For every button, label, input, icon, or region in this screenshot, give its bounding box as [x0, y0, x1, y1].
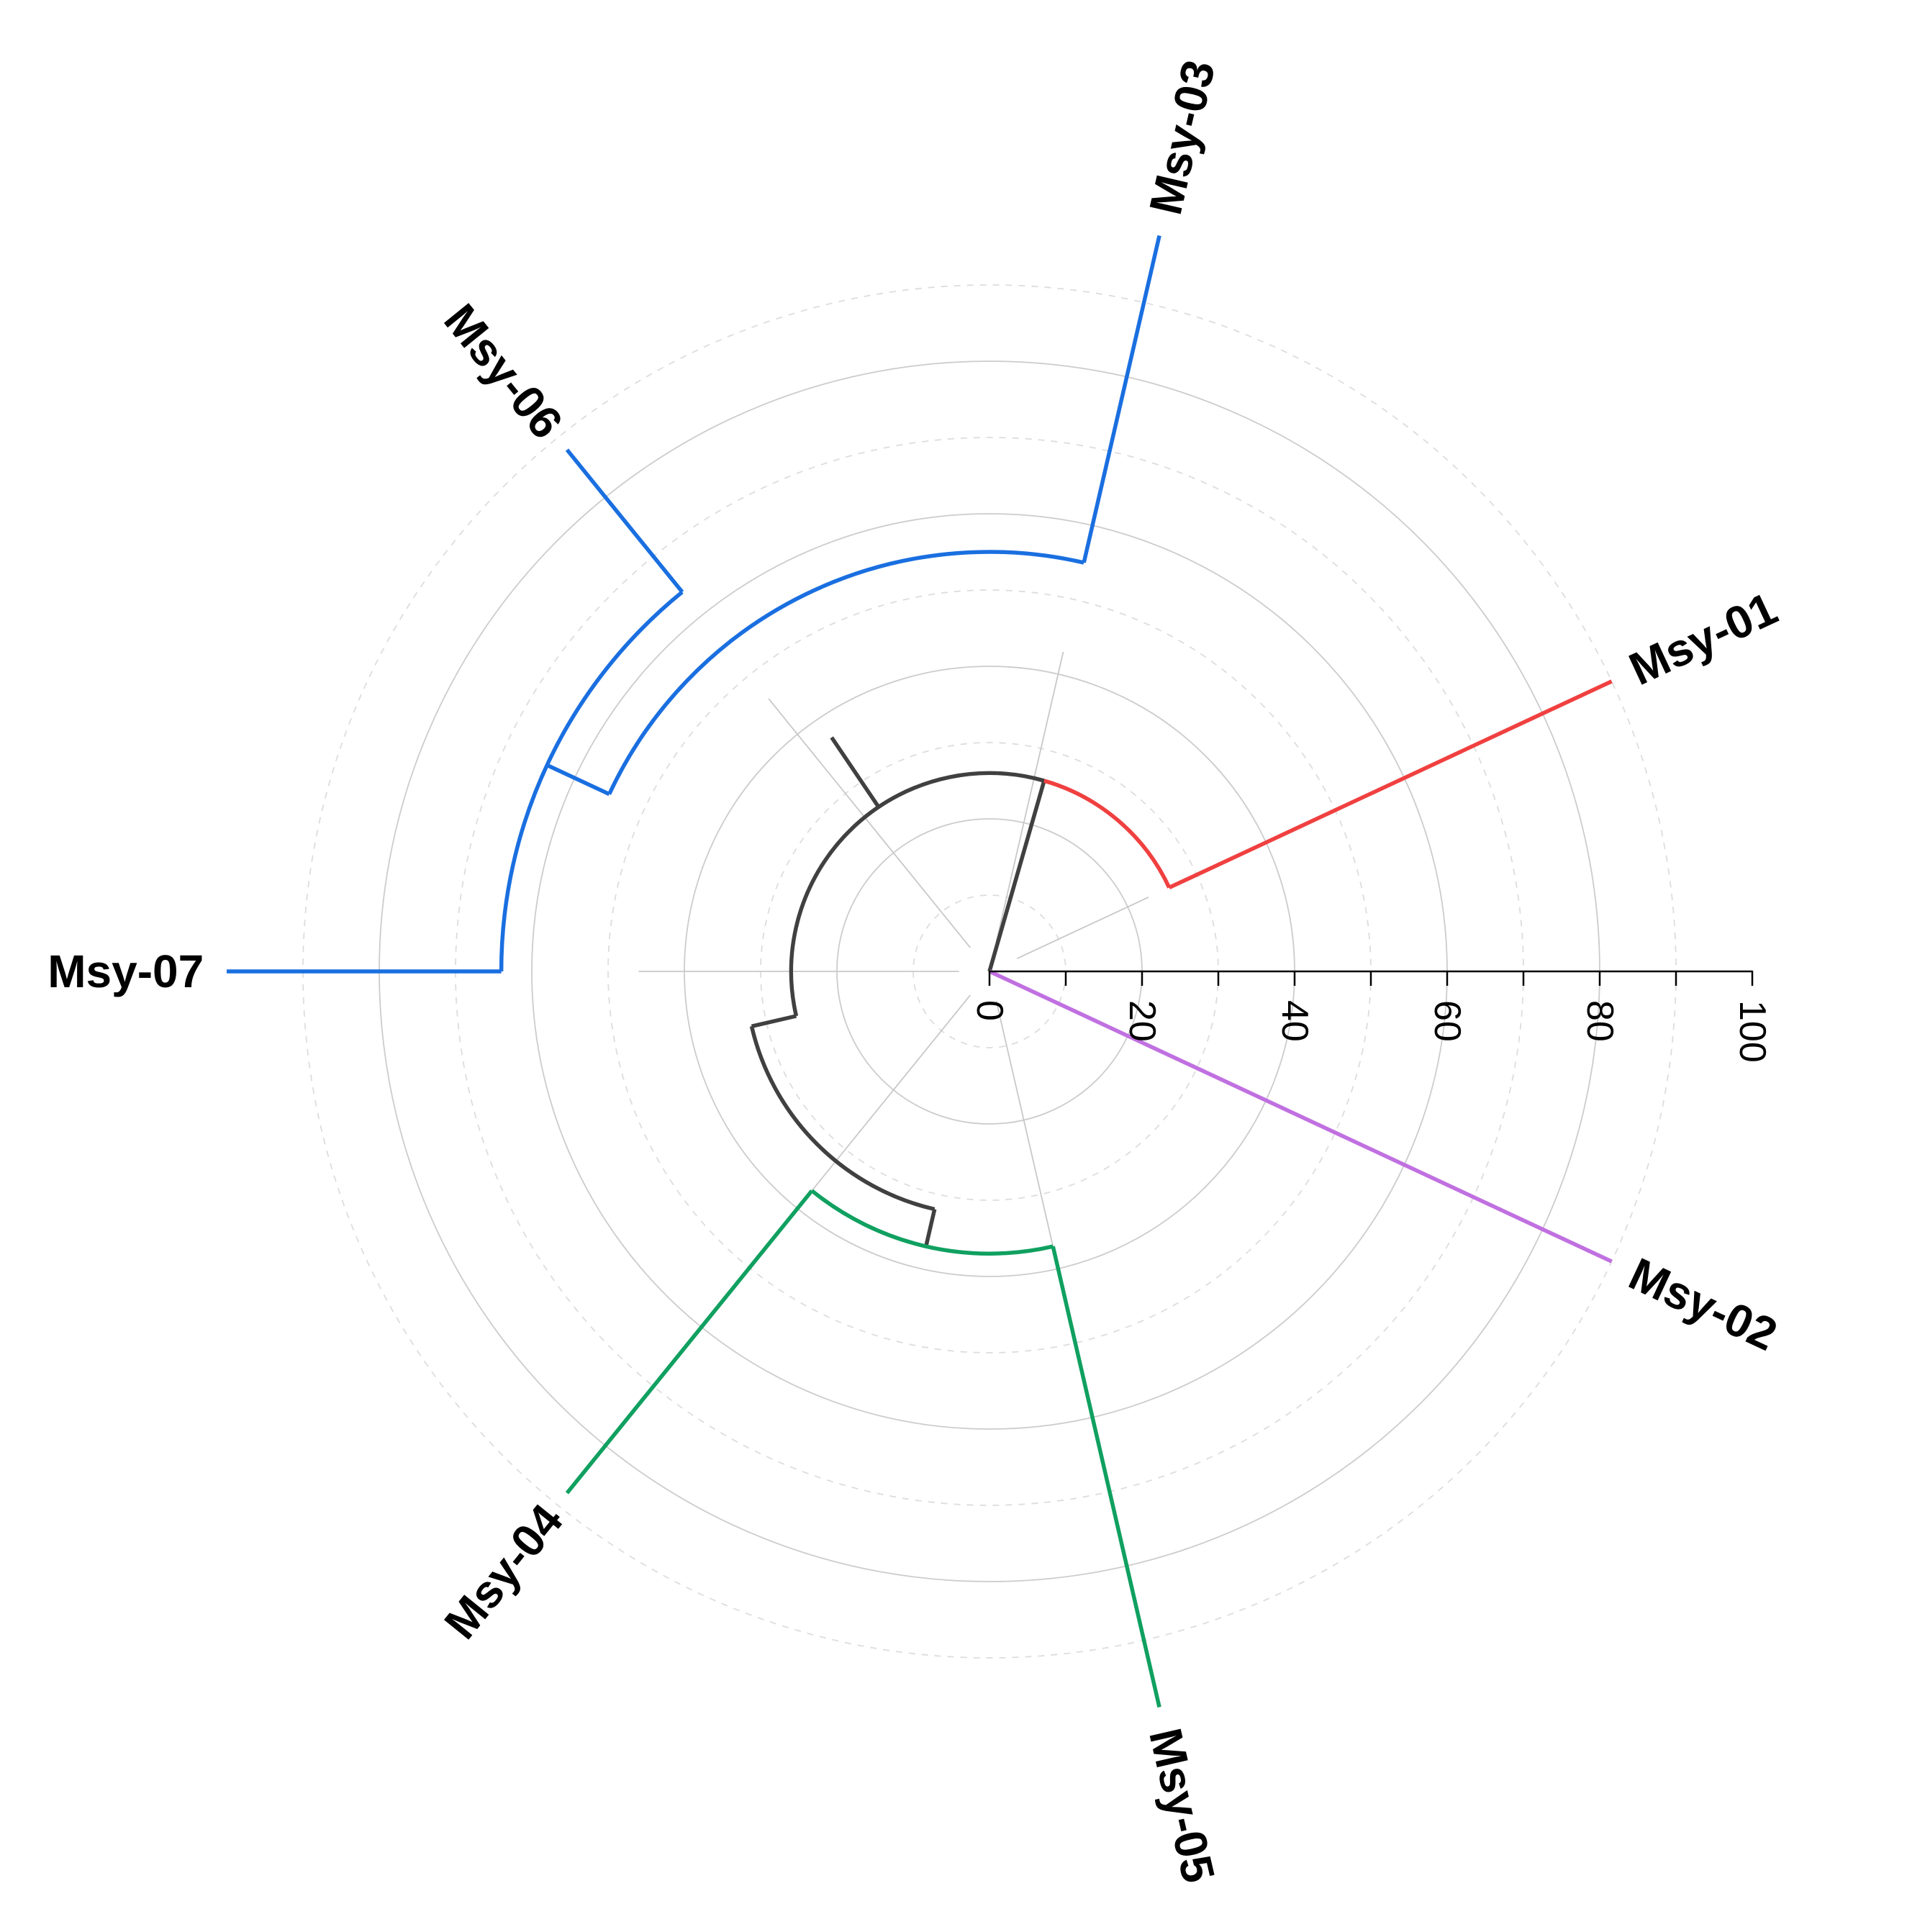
- branch-layer: [227, 235, 1613, 1708]
- branch-msy-01: [1168, 679, 1613, 890]
- arc-green: [810, 1189, 1054, 1256]
- radial-axis-tick-label: 0: [969, 1000, 1010, 1021]
- branch-msy-05: [1051, 1246, 1161, 1708]
- leaf-label-msy-05: Msy-05: [1139, 1723, 1225, 1887]
- leaf-label-msy-07: Msy-07: [47, 945, 204, 997]
- grid-spoke: [995, 1001, 1054, 1247]
- branch-msy-06: [565, 448, 684, 594]
- radial-axis-tick-label: 20: [1121, 1000, 1163, 1042]
- grid-spoke: [811, 994, 971, 1192]
- radial-axis-tick-label: 100: [1731, 1000, 1773, 1063]
- arc-msy-01: [1043, 779, 1172, 889]
- branch-to-blue: [830, 736, 881, 809]
- arc-internal-lower: [749, 1025, 936, 1212]
- branch-root: [987, 780, 1046, 972]
- radial-axis-tick-label: 80: [1579, 1000, 1621, 1042]
- branch-msy-03: [1082, 235, 1161, 563]
- radial-axis: 0 20 40 60 80 100: [969, 970, 1773, 1063]
- branch-internal: [751, 1014, 797, 1028]
- branch-blue-sub: [545, 763, 610, 797]
- grid-spoke: [1017, 897, 1149, 959]
- leaf-label-msy-03: Msy-03: [1139, 55, 1225, 219]
- grid-spoke: [768, 698, 971, 948]
- arc-blue-outer: [499, 590, 684, 972]
- radial-axis-tick-label: 60: [1426, 1000, 1468, 1042]
- arc-internal-upper: [789, 771, 1045, 1017]
- branch-to-green: [924, 1208, 937, 1247]
- leaf-label-msy-02: Msy-02: [1621, 1248, 1785, 1361]
- leaf-label-msy-01: Msy-01: [1621, 582, 1785, 695]
- arc-blue-inner: [607, 550, 1084, 795]
- branch-msy-02: [988, 969, 1613, 1264]
- branch-msy-04: [565, 1189, 814, 1495]
- leaf-label-msy-04: Msy-04: [434, 1495, 573, 1648]
- leaf-label-msy-06: Msy-06: [434, 294, 573, 448]
- grid-spoke: [995, 651, 1064, 942]
- radial-axis-tick-label: 40: [1274, 1000, 1315, 1042]
